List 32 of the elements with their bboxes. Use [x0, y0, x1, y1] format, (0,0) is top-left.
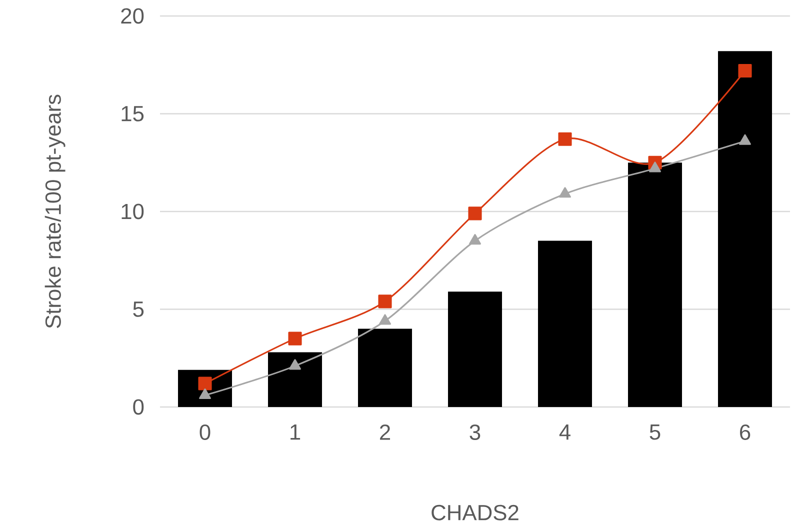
point — [469, 234, 481, 245]
x-tick-label: 0 — [200, 424, 210, 440]
bar — [268, 352, 322, 407]
point — [289, 359, 301, 370]
x-tick-label: 2 — [380, 424, 390, 440]
point — [738, 64, 752, 78]
point — [649, 162, 661, 172]
x-axis-title: CHADS2 — [432, 504, 518, 520]
point — [378, 294, 392, 308]
x-tick-label: 6 — [740, 424, 750, 440]
x-tick-label: 1 — [290, 424, 300, 440]
y-tick-label: 5 — [133, 302, 144, 317]
y-tick-label: 0 — [133, 399, 144, 415]
point — [559, 187, 571, 198]
y-axis-title: Stroke rate/100 pt-years — [44, 94, 66, 328]
point — [199, 388, 211, 400]
x-tick-label: 4 — [559, 424, 570, 440]
point — [468, 206, 482, 220]
point — [288, 332, 302, 346]
bar — [448, 292, 502, 407]
bar — [538, 240, 592, 407]
bar — [628, 162, 682, 407]
x-tick-label: 5 — [650, 424, 660, 440]
x-tick-label: 3 — [470, 424, 480, 440]
bar — [358, 328, 412, 407]
y-tick-label: 15 — [122, 106, 144, 122]
bar — [718, 51, 772, 407]
y-tick-label: 10 — [122, 204, 144, 220]
point — [739, 134, 751, 145]
y-tick-label: 20 — [121, 8, 144, 24]
point — [558, 132, 572, 146]
point — [379, 314, 391, 325]
